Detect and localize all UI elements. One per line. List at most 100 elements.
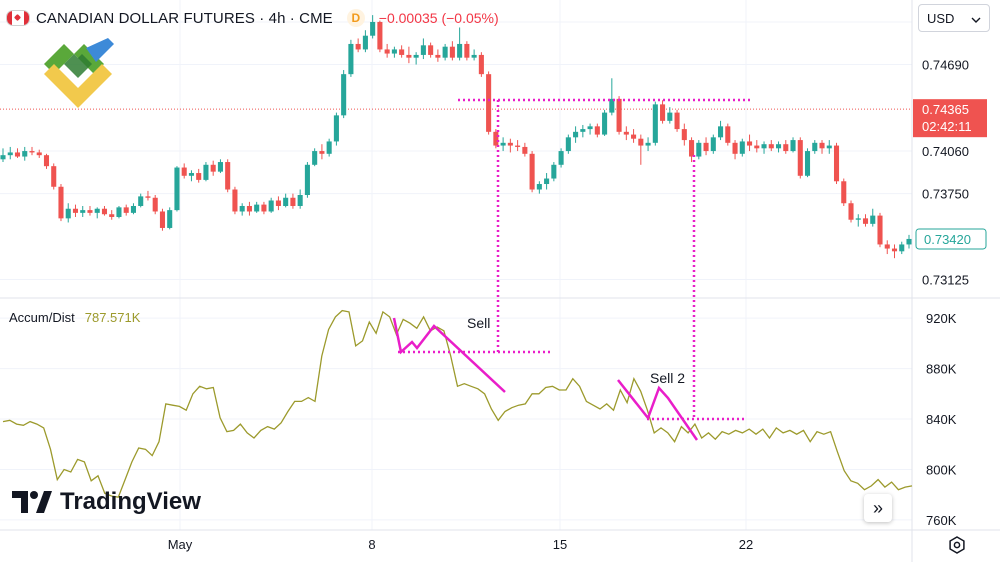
candle-body xyxy=(652,104,658,143)
candle-body xyxy=(565,137,571,152)
candle-body xyxy=(790,140,796,152)
chevron-down-icon xyxy=(971,11,981,26)
indicator-tick-label: 840K xyxy=(926,412,957,427)
candle-body xyxy=(0,155,6,160)
candle-body xyxy=(232,189,238,212)
candle-body xyxy=(522,146,528,154)
candle-body xyxy=(544,178,550,185)
candle-body xyxy=(181,167,187,176)
scroll-to-realtime-button[interactable]: » xyxy=(864,494,892,522)
tradingview-logo[interactable]: TradingView xyxy=(12,488,201,516)
candle-body xyxy=(449,46,455,58)
candle-body xyxy=(51,166,57,187)
candle-body xyxy=(399,49,405,55)
candle-body xyxy=(377,21,383,50)
candle-body xyxy=(464,43,470,58)
double-chevron-right-icon: » xyxy=(872,497,883,518)
candle-body xyxy=(899,244,905,252)
candle-body xyxy=(196,173,202,180)
candle-body xyxy=(747,141,753,146)
candle-body xyxy=(507,142,513,146)
time-tick-label: May xyxy=(168,537,193,552)
candle-body xyxy=(580,129,586,132)
candle-body xyxy=(138,196,144,206)
candle-body xyxy=(65,208,71,219)
candle-body xyxy=(159,211,165,228)
candle-body xyxy=(188,173,194,176)
settings-gear-icon[interactable] xyxy=(946,534,968,556)
candle-body xyxy=(94,208,100,213)
candle-body xyxy=(58,186,64,219)
candle-body xyxy=(493,131,499,146)
candle-body xyxy=(667,112,673,121)
candle-body xyxy=(203,164,209,180)
current-price-label: 0.74365 xyxy=(922,102,969,117)
candle-body xyxy=(812,142,818,152)
candle-body xyxy=(660,104,666,121)
accum-dist-line xyxy=(2,309,913,498)
candle-body xyxy=(391,49,397,54)
candle-body xyxy=(297,195,303,206)
candle-body xyxy=(167,210,173,228)
candle-body xyxy=(486,74,492,132)
candle-body xyxy=(826,145,832,149)
candle-body xyxy=(413,54,419,58)
candle-body xyxy=(515,145,521,147)
candle-body xyxy=(290,197,296,206)
candle-body xyxy=(341,74,347,116)
candle-body xyxy=(80,210,86,213)
candle-body xyxy=(696,142,702,157)
candle-body xyxy=(703,142,709,152)
candle-body xyxy=(268,200,274,212)
currency-select[interactable]: USD xyxy=(918,4,990,32)
candle-body xyxy=(500,142,506,146)
candle-body xyxy=(109,214,115,217)
indicator-tick-label: 800K xyxy=(926,462,957,477)
candle-body xyxy=(797,140,803,176)
price-tick-label: 0.74060 xyxy=(922,144,969,159)
candle-body xyxy=(638,138,644,146)
time-tick-label: 8 xyxy=(368,537,375,552)
candle-body xyxy=(536,184,542,190)
candle-body xyxy=(283,197,289,206)
indicator-tick-label: 880K xyxy=(926,362,957,377)
candle-body xyxy=(819,142,825,149)
indicator-tick-label: 920K xyxy=(926,311,957,326)
symbol-title[interactable]: CANADIAN DOLLAR FUTURES · 4h · CME xyxy=(36,9,333,27)
candle-body xyxy=(602,112,608,135)
candle-body xyxy=(217,162,223,172)
indicator-legend[interactable]: Accum/Dist 787.571K xyxy=(9,310,140,325)
candle-body xyxy=(623,131,629,135)
delayed-data-badge[interactable]: D xyxy=(346,9,365,27)
candle-body xyxy=(210,164,216,172)
chart-header: CANADIAN DOLLAR FUTURES · 4h · CME D −0.… xyxy=(6,6,499,30)
candle-body xyxy=(152,197,158,212)
last-close-badge xyxy=(915,228,987,250)
candle-body xyxy=(304,164,310,196)
candle-body xyxy=(754,145,760,149)
candle-body xyxy=(14,152,21,157)
price-tick-label: 0.74690 xyxy=(922,58,969,73)
candle-body xyxy=(558,151,564,165)
candle-body xyxy=(732,142,738,154)
candle-body xyxy=(884,244,890,249)
tradingview-wordmark: TradingView xyxy=(60,488,201,515)
sell2-pattern-line xyxy=(617,379,699,441)
price-change: −0.00035 (−0.05%) xyxy=(378,10,499,26)
candle-body xyxy=(239,205,245,212)
candle-body xyxy=(123,207,129,213)
axes-layer: 0.750000.746900.740600.737500.73125920K8… xyxy=(168,15,987,552)
candle-body xyxy=(312,151,318,165)
candle-body xyxy=(261,204,267,212)
candle-body xyxy=(761,144,767,149)
candle-body xyxy=(326,141,332,154)
candle-body xyxy=(783,144,789,152)
price-tick-label: 0.73125 xyxy=(922,272,969,287)
candle-body xyxy=(246,205,252,212)
candle-body xyxy=(848,203,854,220)
candle-body xyxy=(116,207,122,217)
candle-body xyxy=(674,112,680,130)
candle-body xyxy=(29,151,35,153)
candle-body xyxy=(609,98,615,113)
